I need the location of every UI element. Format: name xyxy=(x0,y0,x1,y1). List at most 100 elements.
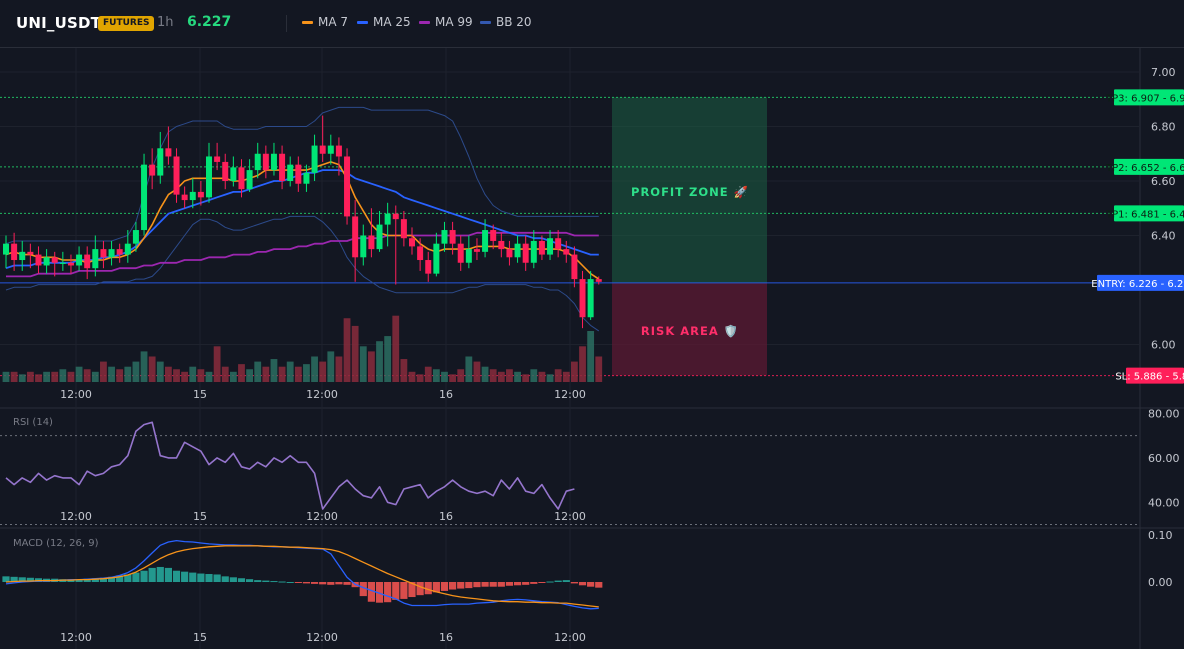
macd-histogram-bar xyxy=(286,582,294,583)
time-axis-tick: 16 xyxy=(439,510,453,523)
candle-body xyxy=(43,257,50,266)
candle-body xyxy=(246,170,253,190)
volume-bar xyxy=(449,374,456,382)
candle-body xyxy=(59,262,66,264)
macd-histogram-bar xyxy=(181,571,189,582)
legend-bb20[interactable]: BB 20 xyxy=(480,15,532,29)
volume-bar xyxy=(18,374,26,382)
candle-body xyxy=(417,246,424,261)
legend-label-ma25: MA 25 xyxy=(373,15,411,29)
volume-bar xyxy=(538,371,546,382)
candle-body xyxy=(538,240,545,255)
macd-histogram-bar xyxy=(140,570,148,582)
legend-label-ma99: MA 99 xyxy=(435,15,473,29)
macd-histogram-bar xyxy=(367,582,375,602)
volume-bar xyxy=(165,366,172,382)
candle-body xyxy=(262,153,269,171)
risk-zone-label: RISK AREA 🛡️ xyxy=(641,324,739,338)
legend-label-bb20: BB 20 xyxy=(496,15,532,29)
candle-body xyxy=(238,167,245,190)
candle-body xyxy=(165,148,172,157)
macd-histogram-bar xyxy=(26,577,34,582)
volume-bar xyxy=(384,336,392,382)
macd-histogram-bar xyxy=(278,581,286,583)
volume-bar xyxy=(35,374,42,382)
macd-axis-tick: 0.00 xyxy=(1148,576,1173,589)
macd-histogram-bar xyxy=(481,582,489,587)
macd-histogram-bar xyxy=(587,582,595,587)
macd-histogram-bar xyxy=(107,576,116,582)
price-axis-tick: 6.80 xyxy=(1151,121,1176,134)
macd-histogram-bar xyxy=(497,582,505,587)
legend-ma99[interactable]: MA 99 xyxy=(419,15,473,29)
candle-body xyxy=(132,230,139,244)
volume-bar xyxy=(554,369,562,382)
candle-body xyxy=(11,243,18,261)
macd-histogram-bar xyxy=(473,582,481,588)
macd-histogram-bar xyxy=(262,580,270,582)
macd-histogram-bar xyxy=(164,567,172,582)
volume-bar xyxy=(43,371,50,382)
candle-body xyxy=(449,230,456,244)
macd-histogram-bar xyxy=(465,582,473,589)
legend-ma25[interactable]: MA 25 xyxy=(357,15,411,29)
volume-bar xyxy=(2,371,10,382)
macd-histogram-bar xyxy=(522,582,530,585)
candle-body xyxy=(254,153,261,171)
timeframe-label[interactable]: 1h xyxy=(157,15,174,30)
volume-bar xyxy=(457,369,465,382)
volume-bar xyxy=(10,371,18,382)
candle-body xyxy=(368,235,375,250)
profit-zone-label: PROFIT ZONE 🚀 xyxy=(631,185,749,199)
macd-axis-tick: 0.10 xyxy=(1148,529,1173,542)
macd-histogram-bar xyxy=(310,582,319,584)
macd-line xyxy=(5,539,599,610)
volume-bar xyxy=(75,366,83,382)
symbol-name[interactable]: UNI_USDT xyxy=(16,14,102,32)
candle-body xyxy=(514,243,521,258)
candle-body xyxy=(335,145,342,157)
legend-ma7[interactable]: MA 7 xyxy=(302,15,348,29)
price-axis-tick: 6.40 xyxy=(1151,230,1176,243)
candle-body xyxy=(384,213,391,225)
chart-header: UNI_USDT FUTURES 1h 6.227 MA 7 MA 25 MA … xyxy=(0,0,1184,48)
candle-body xyxy=(84,254,91,269)
candle-body xyxy=(124,243,131,255)
candle-body xyxy=(425,260,432,274)
volume-bar xyxy=(221,366,229,382)
time-axis-tick: 12:00 xyxy=(554,631,586,644)
candle-body xyxy=(311,145,318,173)
rsi-line xyxy=(5,421,575,510)
volume-bar xyxy=(376,341,383,382)
macd-histogram-bar xyxy=(570,582,578,584)
volume-bar xyxy=(424,366,432,382)
volume-bar xyxy=(59,369,67,382)
candle-body xyxy=(392,213,399,220)
macd-histogram-bar xyxy=(595,582,603,588)
legend-label-ma7: MA 7 xyxy=(318,15,349,29)
macd-histogram-bar xyxy=(384,582,392,603)
time-axis-tick: 12:00 xyxy=(60,388,92,401)
macd-title: MACD (12, 26, 9) xyxy=(13,538,99,549)
last-price: 6.227 xyxy=(187,14,232,30)
volume-bar xyxy=(303,364,310,382)
price-axis-tick: 6.60 xyxy=(1151,175,1176,188)
candle-body xyxy=(206,156,212,198)
macd-histogram-bar xyxy=(327,582,335,585)
volume-bar xyxy=(156,361,164,382)
candle-body xyxy=(295,164,302,184)
volume-bar xyxy=(116,369,124,382)
candle-body xyxy=(530,240,537,263)
price-axis-tick: 6.00 xyxy=(1151,339,1176,352)
volume-bar xyxy=(368,351,375,382)
macd-histogram-bar xyxy=(335,582,343,585)
volume-bar xyxy=(205,371,213,382)
time-axis-tick: 15 xyxy=(193,388,207,401)
volume-bar xyxy=(546,374,554,382)
level-tag-sl xyxy=(1126,367,1184,384)
macd-histogram-bar xyxy=(116,575,124,582)
candle-body xyxy=(19,251,26,261)
macd-histogram-bar xyxy=(440,582,449,591)
level-tag-tp xyxy=(1114,89,1184,106)
